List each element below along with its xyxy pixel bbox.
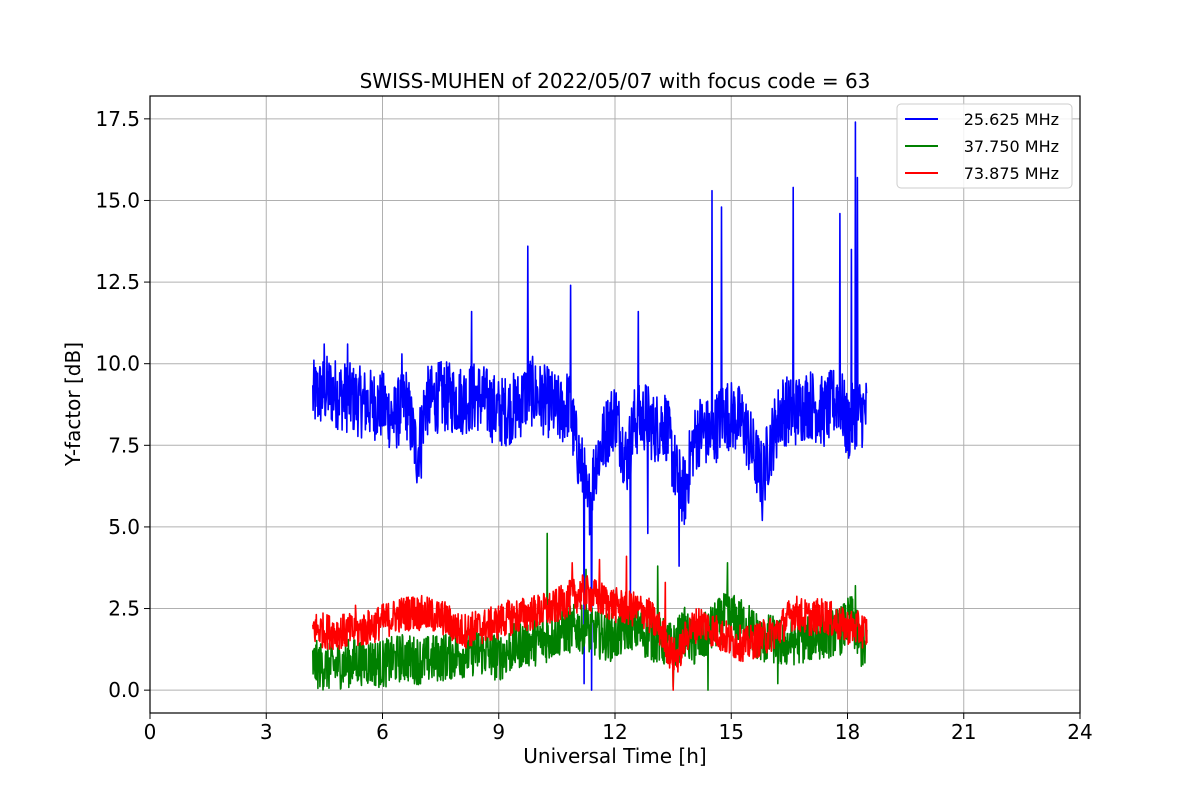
x-tick-label: 6 (376, 720, 389, 744)
y-tick-label: 17.5 (95, 107, 140, 131)
series-group (312, 121, 868, 691)
y-tick-label: 12.5 (95, 270, 140, 294)
x-tick-label: 12 (602, 720, 627, 744)
y-tick-label: 10.0 (95, 352, 140, 376)
legend-box (896, 103, 1073, 189)
series-line (312, 121, 868, 691)
y-tick-label: 7.5 (108, 433, 140, 457)
x-tick-label: 0 (144, 720, 157, 744)
legend: 25.625 MHz 37.750 MHz 73.875 MHz (896, 103, 1073, 189)
y-tick-label: 5.0 (108, 515, 140, 539)
axis-ticks: 0 3 6 9 12 15 18 21 24 0.0 2.5 5.0 7.5 10.0 12.5 15.0 17… (95, 107, 1092, 744)
x-tick-label: 3 (260, 720, 273, 744)
y-tick-label: 0.0 (108, 678, 140, 702)
x-tick-label: 15 (719, 720, 744, 744)
x-tick-label: 21 (951, 720, 976, 744)
x-axis-label: Universal Time [h] (523, 744, 706, 768)
legend-label: 25.625 MHz (964, 110, 1059, 129)
y-tick-label: 15.0 (95, 188, 140, 212)
chart-title: SWISS-MUHEN of 2022/05/07 with focus cod… (360, 69, 871, 93)
x-tick-label: 24 (1067, 720, 1092, 744)
series-line (312, 555, 868, 691)
legend-label: 37.750 MHz (964, 137, 1059, 156)
x-tick-label: 9 (492, 720, 505, 744)
x-tick-label: 18 (835, 720, 860, 744)
legend-label: 73.875 MHz (964, 164, 1059, 183)
y-tick-label: 2.5 (108, 597, 140, 621)
y-axis-label: Y-factor [dB] (61, 342, 85, 467)
series-line (312, 532, 868, 691)
